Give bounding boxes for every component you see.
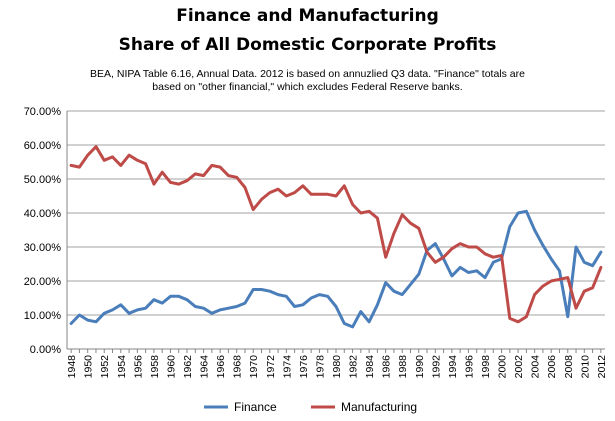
x-tick-label: 1956 bbox=[132, 355, 144, 379]
y-tick-label: 40.00% bbox=[24, 208, 62, 220]
x-tick-label: 1994 bbox=[447, 355, 459, 379]
x-tick-label: 2002 bbox=[513, 355, 525, 379]
x-tick-label: 1996 bbox=[463, 355, 475, 379]
y-tick-label: 50.00% bbox=[24, 174, 62, 186]
x-tick-label: 2010 bbox=[579, 355, 591, 379]
x-tick-label: 1992 bbox=[430, 355, 442, 379]
gridlines bbox=[67, 110, 605, 316]
x-axis-tick-labels: 1948 1950 1952 1954 1956 1958 1960 1962 1964 1966… bbox=[66, 355, 608, 379]
x-tick-label: 2008 bbox=[563, 355, 575, 379]
x-tick-label: 1948 bbox=[66, 355, 78, 379]
x-tick-label: 1998 bbox=[480, 355, 492, 379]
y-tick-label: 0.00% bbox=[30, 344, 61, 356]
x-tick-label: 2012 bbox=[596, 355, 608, 379]
x-tick-label: 1982 bbox=[348, 355, 360, 379]
x-tick-label: 1972 bbox=[265, 355, 277, 379]
series-lines bbox=[69, 145, 603, 329]
y-tick-label: 60.00% bbox=[24, 140, 62, 152]
x-tick-label: 1964 bbox=[199, 355, 211, 379]
y-axis-tick-labels: 0.00% 10.00% 20.00% 30.00% 40.00% 50.00% 60.00… bbox=[24, 106, 62, 356]
series-line-finance bbox=[69, 209, 603, 329]
y-tick-label: 20.00% bbox=[24, 276, 62, 288]
x-tick-label: 1962 bbox=[182, 355, 194, 379]
x-tick-label: 1950 bbox=[83, 355, 95, 379]
x-tick-label: 2004 bbox=[530, 355, 542, 379]
legend: Finance Manufacturing bbox=[204, 400, 417, 414]
x-tick-label: 1988 bbox=[397, 355, 409, 379]
x-tick-label: 1952 bbox=[99, 355, 111, 379]
x-tick-label: 1970 bbox=[248, 355, 260, 379]
y-tick-label: 30.00% bbox=[24, 242, 62, 254]
x-tick-label: 1986 bbox=[381, 355, 393, 379]
chart-subtitle-line1: BEA, NIPA Table 6.16, Annual Data. 2012 … bbox=[90, 68, 525, 80]
x-tick-label: 1974 bbox=[281, 355, 293, 379]
x-tick-label: 1954 bbox=[116, 355, 128, 379]
x-tick-label: 1958 bbox=[149, 355, 161, 379]
x-tick-label: 1980 bbox=[331, 355, 343, 379]
x-tick-label: 1978 bbox=[314, 355, 326, 379]
x-tick-label: 1966 bbox=[215, 355, 227, 379]
series-line-manufacturing bbox=[69, 145, 603, 324]
y-tick-label: 70.00% bbox=[24, 106, 62, 118]
legend-label-manufacturing: Manufacturing bbox=[341, 400, 417, 414]
x-tick-label: 1984 bbox=[364, 355, 376, 379]
chart-title-line1: Finance and Manufacturing bbox=[176, 6, 439, 26]
x-tick-label: 1968 bbox=[232, 355, 244, 379]
x-tick-label: 1990 bbox=[414, 355, 426, 379]
y-tick-label: 10.00% bbox=[24, 310, 62, 322]
axes bbox=[66, 111, 605, 353]
x-tick-label: 1976 bbox=[298, 355, 310, 379]
legend-label-finance: Finance bbox=[234, 400, 277, 414]
x-tick-label: 1960 bbox=[165, 355, 177, 379]
x-tick-label: 2006 bbox=[546, 355, 558, 379]
chart-subtitle-line2: based on "other financial," which exclud… bbox=[152, 81, 463, 93]
x-tick-label: 2000 bbox=[497, 355, 509, 379]
chart-title-line2: Share of All Domestic Corporate Profits bbox=[118, 35, 497, 55]
